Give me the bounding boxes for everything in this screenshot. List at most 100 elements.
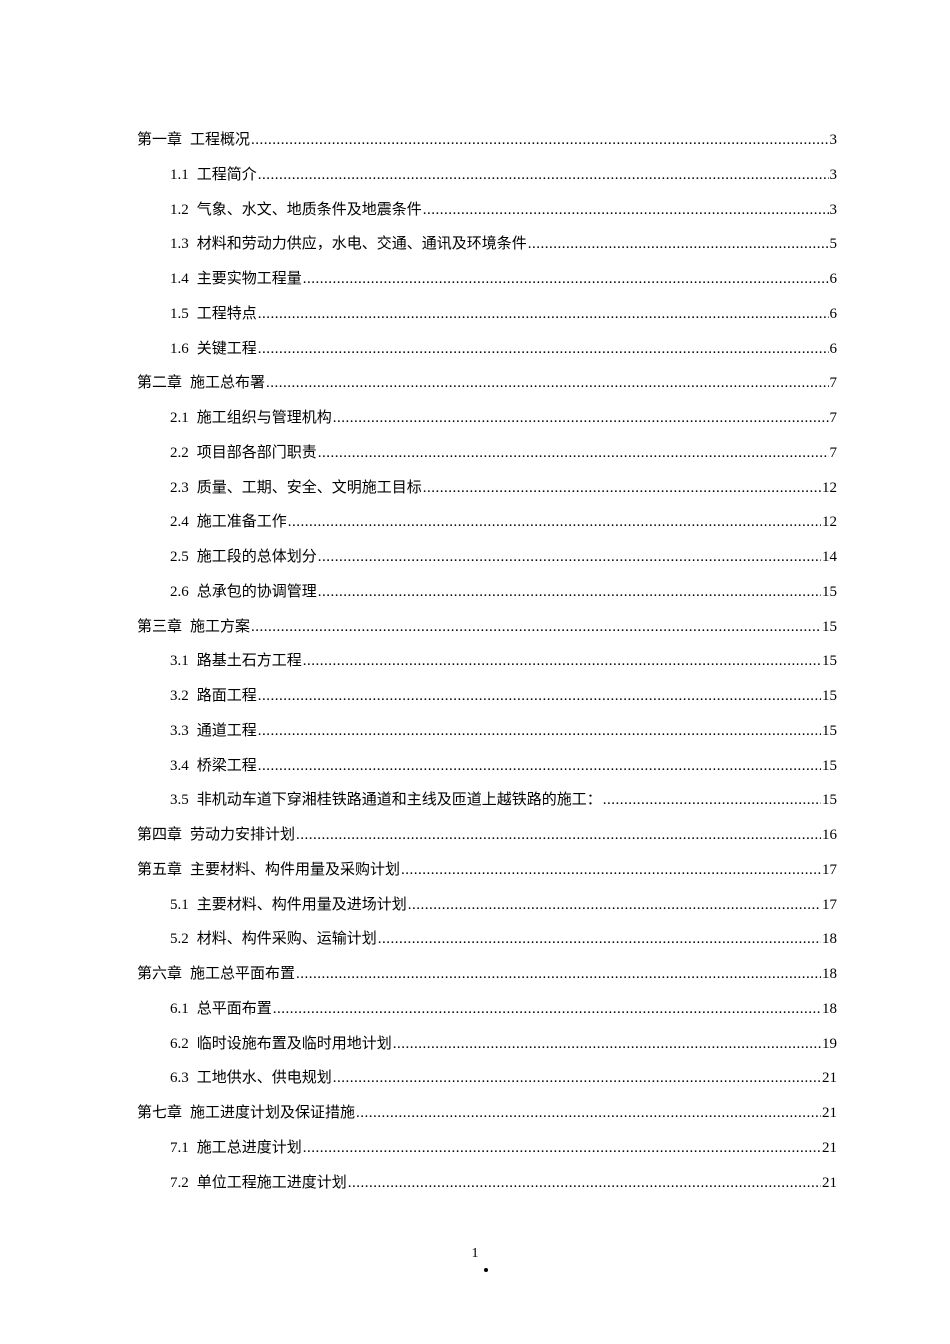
toc-dot-leader bbox=[258, 688, 821, 705]
toc-entry-page: 21 bbox=[822, 1070, 837, 1087]
toc-section-entry[interactable]: 1.2 气象、水文、地质条件及地震条件 3 bbox=[137, 198, 837, 233]
toc-entry-page: 15 bbox=[822, 618, 837, 635]
toc-section-entry[interactable]: 2.6 总承包的协调管理 15 bbox=[137, 580, 837, 615]
toc-entry-page: 16 bbox=[822, 827, 837, 843]
toc-entry-number: 2.5 bbox=[170, 549, 189, 565]
toc-section-entry[interactable]: 6.3 工地供水、供电规划 21 bbox=[137, 1066, 837, 1101]
toc-section-entry[interactable]: 1.6 关键工程 6 bbox=[137, 337, 837, 372]
toc-section-entry[interactable]: 5.1 主要材料、构件用量及进场计划 17 bbox=[137, 893, 837, 928]
toc-dot-leader bbox=[303, 653, 821, 670]
toc-entry-page: 5 bbox=[829, 236, 838, 253]
toc-section-entry[interactable]: 2.1 施工组织与管理机构 7 bbox=[137, 406, 837, 441]
toc-entry-number: 6.3 bbox=[170, 1070, 189, 1087]
toc-entry-title: 劳动力安排计划 bbox=[190, 827, 296, 843]
toc-entry-number: 3.3 bbox=[170, 722, 189, 739]
toc-entry-title: 项目部各部门职责 bbox=[196, 444, 317, 461]
toc-section-entry[interactable]: 3.2 路面工程 15 bbox=[137, 684, 837, 719]
toc-section-entry[interactable]: 1.1 工程简介 3 bbox=[137, 163, 837, 198]
toc-entry-page: 21 bbox=[822, 1174, 837, 1191]
toc-entry-number: 7.2 bbox=[170, 1174, 189, 1191]
toc-entry-title: 路面工程 bbox=[196, 688, 257, 704]
toc-entry-title: 通道工程 bbox=[196, 722, 257, 739]
toc-entry-title: 单位工程施工进度计划 bbox=[196, 1174, 347, 1191]
toc-section-entry[interactable]: 6.2 临时设施布置及临时用地计划 19 bbox=[137, 1032, 837, 1067]
toc-dot-leader bbox=[393, 1036, 821, 1053]
toc-dot-leader bbox=[296, 827, 821, 844]
toc-entry-title: 施工总进度计划 bbox=[196, 1139, 302, 1156]
toc-entry-page: 3 bbox=[829, 166, 838, 183]
toc-entry-page: 12 bbox=[822, 479, 837, 496]
toc-section-entry[interactable]: 2.2 项目部各部门职责 7 bbox=[137, 441, 837, 476]
toc-entry-number: 2.4 bbox=[170, 514, 189, 531]
toc-entry-page: 3 bbox=[829, 132, 838, 148]
toc-entry-page: 18 bbox=[822, 1000, 837, 1017]
toc-entry-number: 5.2 bbox=[170, 931, 189, 948]
toc-section-entry[interactable]: 2.4 施工准备工作 12 bbox=[137, 510, 837, 545]
toc-entry-title: 施工段的总体划分 bbox=[196, 549, 317, 565]
toc-entry-page: 15 bbox=[822, 688, 837, 704]
toc-entry-number: 第六章 bbox=[137, 966, 183, 982]
toc-entry-number: 2.2 bbox=[170, 444, 189, 461]
toc-section-entry[interactable]: 3.4 桥梁工程 15 bbox=[137, 754, 837, 789]
toc-entry-number: 3.2 bbox=[170, 688, 189, 704]
toc-entry-title: 桥梁工程 bbox=[196, 757, 257, 774]
toc-entry-page: 21 bbox=[822, 1105, 837, 1121]
toc-section-entry[interactable]: 6.1 总平面布置 18 bbox=[137, 997, 837, 1032]
toc-section-entry[interactable]: 3.1 路基土石方工程 15 bbox=[137, 649, 837, 684]
toc-entry-number: 第二章 bbox=[137, 375, 183, 392]
toc-dot-leader bbox=[528, 236, 829, 253]
footer-dot bbox=[484, 1268, 488, 1272]
toc-entry-title: 总平面布置 bbox=[196, 1000, 272, 1017]
toc-section-entry[interactable]: 7.1 施工总进度计划 21 bbox=[137, 1136, 837, 1171]
toc-entry-number: 1.5 bbox=[170, 305, 189, 322]
toc-entry-title: 施工方案 bbox=[190, 618, 251, 635]
toc-entry-title: 材料和劳动力供应，水电、交通、通讯及环境条件 bbox=[196, 236, 527, 253]
toc-entry-title: 施工总布署 bbox=[190, 375, 266, 392]
toc-entry-title: 施工总平面布置 bbox=[190, 966, 296, 982]
toc-dot-leader bbox=[266, 375, 828, 392]
toc-section-entry[interactable]: 1.3 材料和劳动力供应，水电、交通、通讯及环境条件 5 bbox=[137, 232, 837, 267]
toc-dot-leader bbox=[296, 966, 821, 983]
toc-section-entry[interactable]: 3.3 通道工程 15 bbox=[137, 719, 837, 754]
toc-dot-leader bbox=[258, 306, 829, 323]
toc-entry-number: 7.1 bbox=[170, 1139, 189, 1156]
toc-entry-title: 施工组织与管理机构 bbox=[196, 410, 332, 426]
toc-entry-page: 15 bbox=[822, 653, 837, 670]
toc-section-entry[interactable]: 3.5 非机动车道下穿湘桂铁路通道和主线及匝道上越铁路的施工： 15 bbox=[137, 788, 837, 823]
toc-dot-leader bbox=[333, 1070, 821, 1087]
toc-entry-page: 15 bbox=[822, 757, 837, 774]
toc-entry-page: 21 bbox=[822, 1139, 837, 1156]
toc-entry-title: 工地供水、供电规划 bbox=[196, 1070, 332, 1087]
toc-dot-leader bbox=[356, 1105, 821, 1122]
toc-section-entry[interactable]: 5.2 材料、构件采购、运输计划 18 bbox=[137, 927, 837, 962]
toc-dot-leader bbox=[401, 862, 821, 879]
toc-section-entry[interactable]: 7.2 单位工程施工进度计划 21 bbox=[137, 1171, 837, 1206]
toc-entry-page: 6 bbox=[829, 340, 838, 357]
toc-dot-leader bbox=[273, 1001, 821, 1018]
toc-section-entry[interactable]: 2.3 质量、工期、安全、文明施工目标 12 bbox=[137, 476, 837, 511]
toc-dot-leader bbox=[251, 132, 828, 149]
toc-dot-leader bbox=[603, 792, 821, 809]
toc-entry-page: 7 bbox=[829, 375, 838, 392]
toc-dot-leader bbox=[303, 271, 829, 288]
toc-entry-page: 7 bbox=[829, 410, 838, 426]
toc-entry-number: 1.4 bbox=[170, 271, 189, 287]
toc-section-entry[interactable]: 1.5 工程特点 6 bbox=[137, 302, 837, 337]
toc-section-entry[interactable]: 2.5 施工段的总体划分 14 bbox=[137, 545, 837, 580]
toc-entry-title: 工程简介 bbox=[196, 166, 257, 183]
toc-section-entry[interactable]: 1.4 主要实物工程量 6 bbox=[137, 267, 837, 302]
toc-entry-page: 17 bbox=[822, 861, 837, 878]
toc-dot-leader bbox=[378, 931, 821, 948]
toc-entry-number: 第一章 bbox=[137, 132, 183, 148]
toc-entry-title: 质量、工期、安全、文明施工目标 bbox=[196, 479, 422, 496]
toc-dot-leader bbox=[348, 1175, 821, 1192]
toc-dot-leader bbox=[318, 549, 821, 566]
